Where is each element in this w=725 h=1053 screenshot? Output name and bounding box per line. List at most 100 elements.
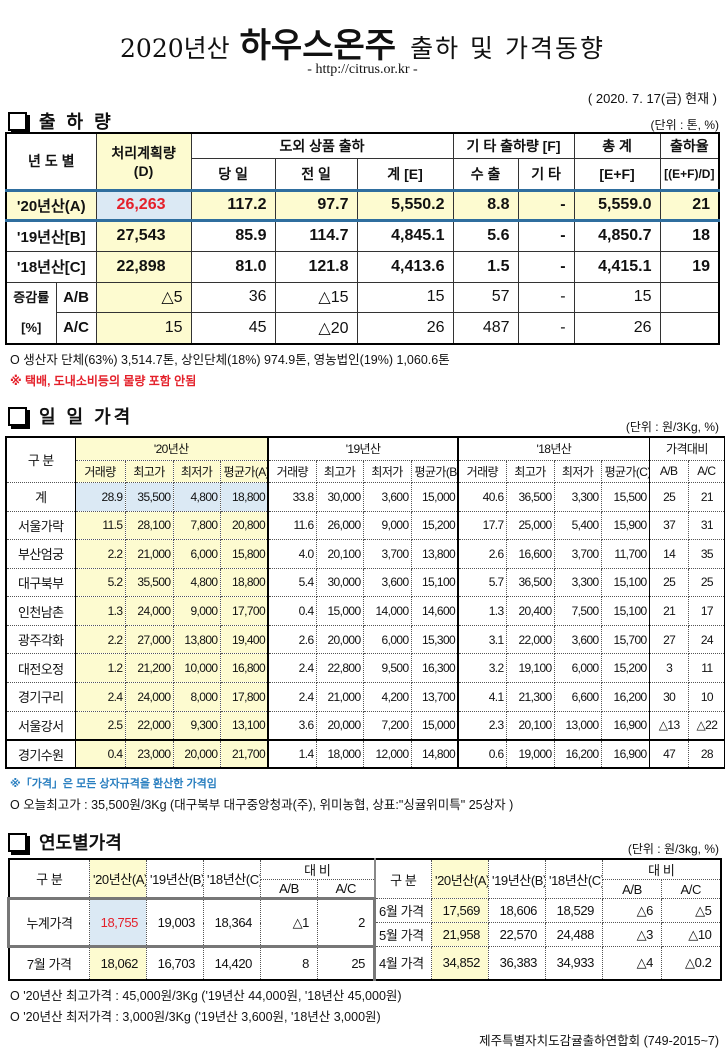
cell-sum: 15 (356, 281, 454, 314)
cell-rate (659, 281, 720, 314)
price-cell: 21,000 (315, 682, 364, 712)
price-cell: 2.2 (74, 539, 126, 569)
price-cell: 28.9 (74, 481, 126, 512)
year-label: '18년산[C] (5, 250, 97, 283)
price-cell: 19,400 (219, 624, 270, 655)
cell-plan: △5 (95, 281, 192, 314)
cell-rate (659, 312, 720, 344)
cell-total: 4,850.7 (573, 219, 661, 252)
price-cell: 40.6 (457, 481, 507, 512)
price-cell: 19,100 (505, 653, 555, 684)
price-cell: 24,000 (124, 596, 174, 626)
price-cell: 15,300 (410, 624, 460, 655)
table-row: '18년산[C] 22,898 81.0 121.8 4,413.6 1.5-4,415.… (5, 250, 720, 283)
header-export: 수 출 (452, 157, 519, 191)
price-cell: 3,600 (362, 481, 412, 512)
price-cell: 2.4 (74, 682, 126, 712)
cell-prev: 121.8 (274, 250, 358, 283)
subheader: 최저가 (553, 459, 602, 483)
section-shipment-title: 출 하 량 (8, 108, 114, 134)
price-cell: 15,500 (600, 481, 650, 512)
header-2018: '18년산 (457, 436, 650, 461)
cell-today: 117.2 (190, 188, 276, 222)
footer-organization: 제주특별자치도감귤출하연합회 (749-2015~7) (479, 1034, 719, 1048)
cell-prev: △15 (274, 281, 358, 314)
price-cell: 37 (648, 510, 689, 541)
price-cell: 5.4 (267, 567, 317, 598)
row-label: 7월 가격 (8, 946, 90, 980)
cell-export: 57 (452, 281, 519, 314)
price-cell: 27 (648, 624, 689, 655)
price-cell: 20,800 (219, 510, 270, 541)
price-cell: 23,000 (124, 739, 174, 769)
shipment-unit: (단위 : 톤, %) (650, 118, 719, 132)
row-label: 6월 가격 (374, 898, 432, 923)
header-compare: 가격대비 (648, 436, 725, 461)
shipment-note: O 생산자 단체(63%) 3,514.7톤, 상인단체(18%) 974.9톤… (10, 353, 450, 367)
price-cell: △0.2 (661, 946, 721, 980)
price-cell: 9,500 (362, 653, 412, 684)
price-cell: 16,703 (146, 946, 204, 980)
price-cell: 25 (317, 946, 376, 980)
cell-today: 45 (190, 312, 276, 344)
price-cell: 6,600 (553, 682, 602, 712)
price-cell: 20,000 (172, 739, 221, 769)
price-cell: 9,300 (172, 710, 221, 741)
price-cell: 15,200 (600, 653, 650, 684)
cell-sum: 4,413.6 (356, 250, 454, 283)
price-cell: △22 (687, 710, 725, 741)
price-cell: 3,600 (362, 567, 412, 598)
report-title: 2020년산 하우스온주 출하 및 가격동향 (0, 18, 725, 67)
header-rate: 출하율 (659, 132, 720, 159)
price-cell: 35,500 (124, 481, 174, 512)
price-cell: 35 (687, 539, 725, 569)
price-cell: 24,488 (545, 922, 603, 947)
checkbox-square-icon (8, 406, 27, 426)
subheader: 최고가 (505, 459, 555, 483)
price-cell: 24 (687, 624, 725, 655)
cell-today: 36 (190, 281, 276, 314)
website-link[interactable]: - http://citrus.or.kr - (307, 62, 418, 77)
header-category: 구 분 (5, 436, 76, 483)
price-cell: 14 (648, 539, 689, 569)
price-cell: 22,570 (488, 922, 546, 947)
market-label: 서울강서 (5, 710, 76, 741)
header-2020: '20년산 (74, 436, 270, 461)
price-cell: 18,800 (219, 481, 270, 512)
header-plan: 처리계획량 (D) (95, 132, 192, 191)
subheader: A/C (687, 459, 725, 483)
cell-etc: - (517, 312, 575, 344)
price-cell: 30,000 (315, 481, 364, 512)
price-cell: 18,364 (203, 897, 261, 948)
price-cell: 18,606 (488, 898, 546, 923)
price-cell: 5.7 (457, 567, 507, 598)
yearly-max-note: O '20년산 최고가격 : 45,000원/3Kg ('19년산 44,000… (10, 989, 402, 1003)
price-cell: 20,400 (505, 596, 555, 626)
price-cell: 4,800 (172, 481, 221, 512)
price-cell: 2.4 (267, 682, 317, 712)
price-cell: 17 (687, 596, 725, 626)
price-cell: 36,383 (488, 946, 546, 980)
header-ab-right: A/B (602, 879, 662, 899)
header-compare-right: 대 비 (602, 858, 721, 880)
price-cell: 2.5 (74, 710, 126, 741)
cell-total: 15 (573, 281, 661, 314)
price-cell: 20,100 (505, 710, 555, 741)
price-cell: 25 (648, 481, 689, 512)
price-cell: 10,000 (172, 653, 221, 684)
price-cell: 15,700 (600, 624, 650, 655)
subheader: 최고가 (315, 459, 364, 483)
daily-max-price-note: O 오늘최고가 : 35,500원/3Kg (대구북부 대구중앙청과(주), 위… (10, 798, 514, 812)
price-cell: 13,700 (410, 682, 460, 712)
price-cell: 3,300 (553, 567, 602, 598)
price-cell: 13,000 (553, 710, 602, 741)
header-ac: A/C (317, 879, 376, 899)
cell-sum: 5,550.2 (356, 188, 454, 222)
section-title-text: 출 하 량 (39, 112, 114, 132)
header-sum: 계 [E] (356, 157, 454, 191)
price-cell: 21,200 (124, 653, 174, 684)
header-ab: A/B (260, 879, 318, 899)
cell-etc: - (517, 281, 575, 314)
price-cell: 16,600 (505, 539, 555, 569)
price-cell: 2.3 (457, 710, 507, 741)
